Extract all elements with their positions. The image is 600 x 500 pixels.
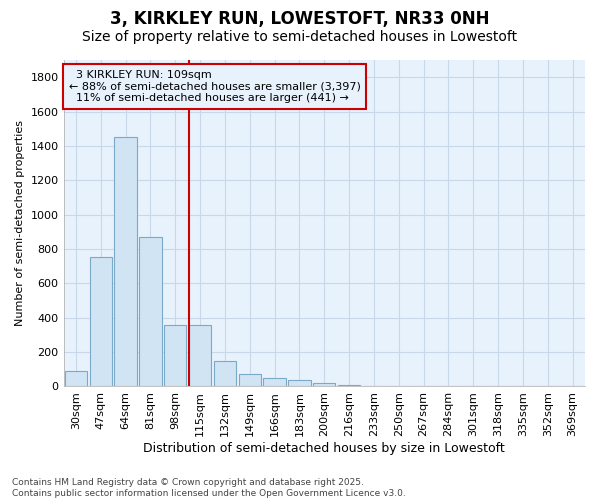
Bar <box>313 383 335 386</box>
Bar <box>139 237 161 386</box>
Bar <box>239 374 261 386</box>
Bar <box>89 256 112 386</box>
Bar <box>65 371 87 386</box>
Bar <box>338 384 360 386</box>
Text: Contains HM Land Registry data © Crown copyright and database right 2025.
Contai: Contains HM Land Registry data © Crown c… <box>12 478 406 498</box>
Text: Size of property relative to semi-detached houses in Lowestoft: Size of property relative to semi-detach… <box>82 30 518 44</box>
Y-axis label: Number of semi-detached properties: Number of semi-detached properties <box>15 120 25 326</box>
Text: 3 KIRKLEY RUN: 109sqm
← 88% of semi-detached houses are smaller (3,397)
  11% of: 3 KIRKLEY RUN: 109sqm ← 88% of semi-deta… <box>69 70 361 103</box>
Bar <box>214 360 236 386</box>
Bar <box>115 138 137 386</box>
Bar <box>189 324 211 386</box>
Bar <box>263 378 286 386</box>
Bar <box>288 380 311 386</box>
Text: 3, KIRKLEY RUN, LOWESTOFT, NR33 0NH: 3, KIRKLEY RUN, LOWESTOFT, NR33 0NH <box>110 10 490 28</box>
Bar <box>164 324 187 386</box>
X-axis label: Distribution of semi-detached houses by size in Lowestoft: Distribution of semi-detached houses by … <box>143 442 505 455</box>
